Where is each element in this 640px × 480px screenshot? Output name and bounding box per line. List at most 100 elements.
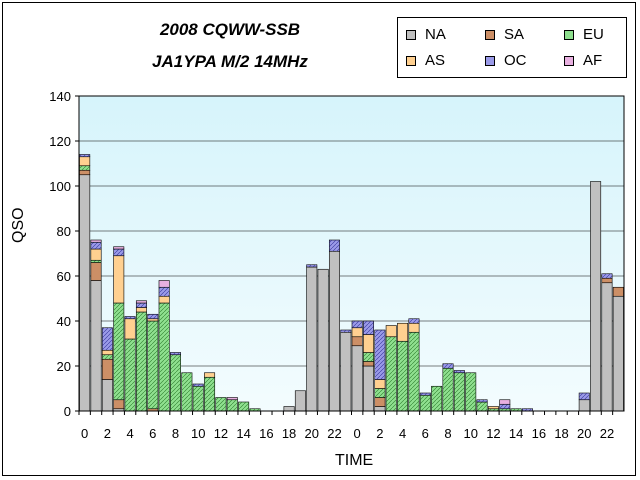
bar-hatch-oc bbox=[408, 318, 420, 324]
legend-item-af: AF bbox=[564, 52, 602, 69]
bar-as bbox=[113, 255, 125, 304]
bar-af bbox=[113, 246, 125, 250]
bar-hatch-oc bbox=[340, 330, 351, 333]
bar-hatch-oc bbox=[102, 327, 113, 351]
bar-hatch-oc bbox=[193, 384, 204, 387]
x-tick-label: 16 bbox=[259, 426, 273, 441]
bar-na bbox=[283, 406, 295, 412]
bar-as bbox=[385, 325, 397, 338]
bar-hatch-oc bbox=[579, 393, 590, 400]
bar-hatch-eu bbox=[147, 321, 158, 409]
bar-hatch-eu bbox=[158, 303, 170, 411]
bar-as bbox=[101, 349, 113, 356]
x-tick-label: 10 bbox=[191, 426, 205, 441]
x-axis-title: TIME bbox=[335, 452, 374, 469]
bar-hatch-oc bbox=[79, 154, 90, 157]
bar-hatch-oc bbox=[522, 408, 533, 411]
legend-item-sa: SA bbox=[485, 26, 524, 43]
bar-af bbox=[90, 239, 102, 243]
bar-hatch-eu bbox=[488, 408, 499, 411]
bar-hatch-oc bbox=[352, 321, 363, 328]
x-tick-label: 8 bbox=[444, 426, 451, 441]
bar-hatch-eu bbox=[193, 386, 204, 411]
bar-hatch-oc bbox=[420, 393, 431, 396]
bar-hatch-oc bbox=[442, 363, 454, 369]
y-axis-title: QSO bbox=[10, 207, 27, 243]
bar-sa bbox=[363, 361, 375, 367]
bar-as bbox=[397, 322, 409, 342]
bar-as bbox=[158, 295, 170, 304]
x-tick-label: 22 bbox=[327, 426, 341, 441]
bar-hatch-eu bbox=[420, 395, 431, 411]
chart-frame bbox=[2, 2, 636, 476]
y-tick-label: 80 bbox=[57, 224, 71, 239]
legend-swatch-sa bbox=[485, 29, 495, 40]
y-tick-label: 100 bbox=[49, 179, 71, 194]
bar-hatch-oc bbox=[147, 314, 158, 319]
x-tick-label: 14 bbox=[236, 426, 250, 441]
bar-sa bbox=[612, 286, 624, 297]
bar-hatch-eu bbox=[363, 352, 374, 362]
bar-hatch-eu bbox=[476, 402, 488, 411]
bar-sa bbox=[90, 262, 102, 281]
bar-hatch-eu bbox=[442, 368, 454, 411]
x-tick-label: 6 bbox=[422, 426, 429, 441]
chart-subtitle: JA1YPA M/2 14MHz bbox=[152, 52, 308, 71]
legend-label-af: AF bbox=[583, 52, 603, 69]
bar-hatch-eu bbox=[510, 408, 522, 411]
bar-hatch-eu bbox=[408, 332, 420, 411]
bar-af bbox=[135, 300, 147, 304]
legend-label-na: NA bbox=[425, 26, 446, 43]
legend-swatch-eu bbox=[564, 29, 574, 40]
bar-na bbox=[340, 331, 352, 412]
bar-hatch-oc bbox=[374, 330, 386, 380]
bar-as bbox=[90, 248, 102, 261]
x-tick-label: 12 bbox=[214, 426, 228, 441]
bar-hatch-eu bbox=[454, 372, 465, 411]
x-tick-label: 18 bbox=[554, 426, 568, 441]
bar-as bbox=[408, 322, 420, 333]
x-tick-label: 2 bbox=[104, 426, 111, 441]
bar-na bbox=[363, 365, 375, 412]
bar-hatch-oc bbox=[136, 303, 147, 308]
bar-hatch-eu bbox=[113, 303, 124, 400]
bar-hatch-oc bbox=[601, 273, 613, 279]
bar-hatch-eu bbox=[170, 354, 181, 411]
bar-af bbox=[226, 397, 238, 401]
bar-hatch-oc bbox=[158, 287, 170, 297]
legend-label-as: AS bbox=[425, 52, 446, 69]
bar-hatch-eu bbox=[124, 339, 136, 411]
bar-hatch-eu bbox=[181, 372, 193, 411]
bar-na bbox=[101, 379, 113, 412]
bar-na bbox=[374, 406, 386, 412]
bar-hatch-oc bbox=[113, 249, 124, 256]
bar-na bbox=[306, 266, 318, 412]
y-tick-label: 40 bbox=[57, 314, 71, 329]
legend-swatch-oc bbox=[485, 55, 495, 66]
plot-area bbox=[78, 95, 625, 412]
bar-sa bbox=[113, 399, 125, 410]
y-tick-label: 20 bbox=[57, 359, 71, 374]
x-tick-label: 2 bbox=[376, 426, 383, 441]
bar-na bbox=[601, 282, 613, 412]
bar-as bbox=[124, 318, 136, 340]
legend-item-na: NA bbox=[406, 26, 446, 43]
bar-as bbox=[204, 372, 216, 378]
bar-hatch-oc bbox=[170, 352, 181, 355]
bar-sa bbox=[351, 336, 363, 347]
legend-item-as: AS bbox=[406, 52, 445, 69]
y-tick-label: 0 bbox=[64, 404, 71, 419]
x-tick-label: 14 bbox=[509, 426, 523, 441]
bar-na bbox=[317, 268, 329, 412]
bar-na bbox=[590, 181, 602, 412]
bar-hatch-eu bbox=[465, 372, 476, 411]
legend-label-sa: SA bbox=[504, 26, 525, 43]
bar-hatch-eu bbox=[90, 260, 102, 263]
x-tick-label: 4 bbox=[399, 426, 406, 441]
bar-hatch-oc bbox=[306, 264, 317, 267]
x-tick-label: 18 bbox=[282, 426, 296, 441]
legend-swatch-af bbox=[564, 55, 574, 66]
x-tick-label: 8 bbox=[172, 426, 179, 441]
bar-na bbox=[79, 174, 91, 412]
